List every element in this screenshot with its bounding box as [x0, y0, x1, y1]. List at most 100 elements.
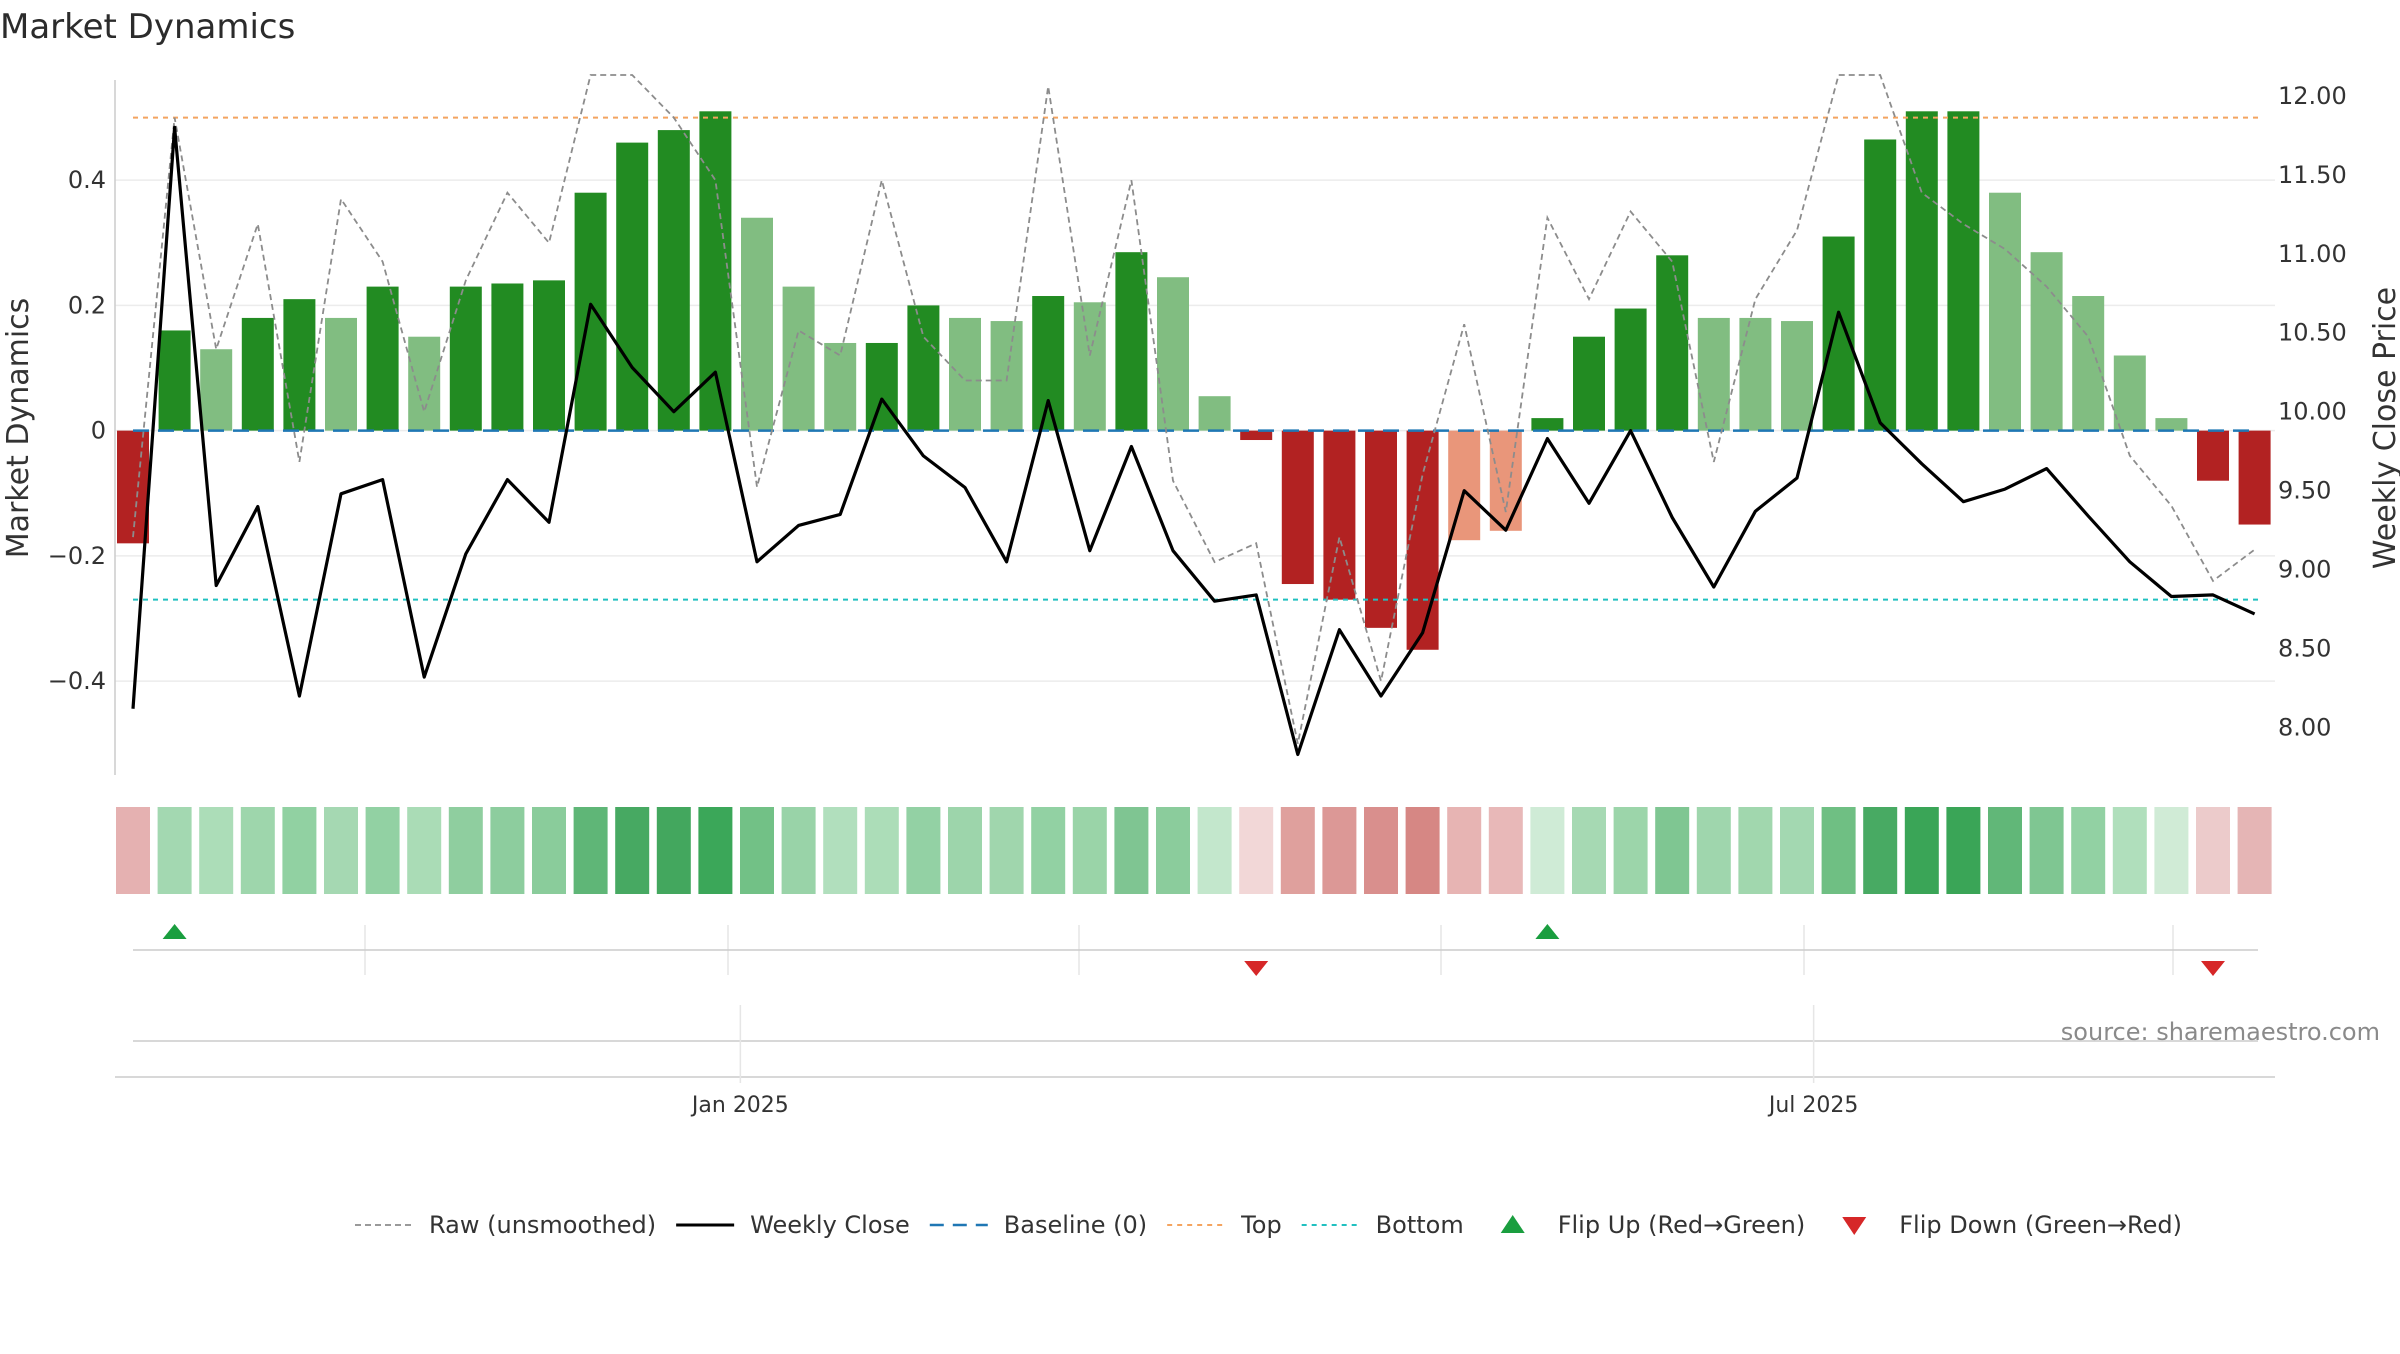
y-right-axis-label: Weekly Close Price	[2368, 287, 2400, 569]
strip-cell-46	[2029, 807, 2064, 894]
strip-cell-30	[1364, 807, 1398, 894]
bar-15	[741, 217, 773, 431]
bar-40	[1781, 321, 1813, 431]
legend-label-6: Flip Down (Green→Red)	[1899, 1211, 2182, 1239]
bar-47	[2072, 296, 2105, 431]
y-right-tick-label: 8.50	[2278, 635, 2331, 663]
flip-down-marker	[2201, 961, 2225, 976]
bar-7	[408, 336, 441, 431]
strip-cell-2	[199, 807, 234, 894]
legend-label-4: Bottom	[1376, 1211, 1464, 1239]
strip-cell-21	[989, 807, 1024, 894]
strip-cell-49	[2154, 807, 2189, 894]
bar-4	[283, 299, 316, 431]
strip-cell-48	[2112, 807, 2147, 894]
bars-layer	[117, 111, 2271, 650]
y-left-tick-label: −0.4	[48, 667, 106, 695]
strip-cell-27	[1239, 807, 1274, 894]
bar-28	[1281, 430, 1314, 585]
bar-18	[865, 342, 898, 431]
bar-6	[366, 286, 399, 431]
bar-22	[1032, 296, 1065, 431]
strip-cell-12	[615, 807, 650, 894]
y-right-tick-label: 11.00	[2278, 240, 2347, 268]
strip-cell-37	[1655, 807, 1690, 894]
strip-cell-1	[157, 807, 192, 894]
bar-36	[1614, 308, 1647, 431]
strip-cell-23	[1072, 807, 1107, 894]
strip-cell-24	[1114, 807, 1149, 894]
strip-cell-10	[532, 807, 566, 894]
strip-cell-3	[240, 807, 275, 894]
chart-title: Market Dynamics	[0, 7, 295, 47]
legend-label-3: Top	[1240, 1211, 1282, 1239]
legend-swatch-6	[1842, 1217, 1867, 1235]
legend-swatch-5	[1500, 1215, 1525, 1233]
bar-0	[117, 430, 149, 544]
strip-cell-7	[407, 807, 442, 894]
ticks-layer: −0.4 −0.2 0 0.2 0.4 8.00 8.50 9.00 9.50 10.00 10.5…	[48, 82, 2347, 742]
bar-25	[1157, 277, 1189, 431]
strip-cell-29	[1322, 807, 1357, 894]
strip-cell-13	[656, 807, 691, 894]
x-tick-label: Jul 2025	[1767, 1093, 1859, 1118]
bar-17	[824, 342, 857, 431]
bar-43	[1905, 111, 1938, 431]
legend-label-5: Flip Up (Red→Green)	[1558, 1211, 1806, 1239]
bar-33	[1489, 430, 1522, 531]
bar-51	[2238, 430, 2271, 525]
date-axis-panel: Jan 2025 Jul 2025	[115, 1005, 2275, 1118]
bar-1	[158, 330, 191, 431]
strip-cell-41	[1821, 807, 1856, 894]
y-left-axis-label: Market Dynamics	[1, 298, 36, 559]
strip-cell-50	[2196, 807, 2230, 894]
flip-markers-panel	[133, 924, 2258, 976]
y-right-tick-label: 11.50	[2278, 161, 2347, 189]
bar-37	[1656, 255, 1689, 431]
strip-cell-16	[781, 807, 816, 894]
bar-30	[1365, 430, 1397, 628]
strip-cell-40	[1780, 807, 1814, 894]
bar-35	[1573, 336, 1605, 431]
strip-cell-15	[740, 807, 774, 894]
strip-cell-18	[864, 807, 899, 894]
raw-unsmoothed-line	[132, 74, 2256, 744]
strip-cell-4	[282, 807, 317, 894]
bar-38	[1697, 317, 1730, 431]
y-left-tick-label: 0.2	[68, 291, 106, 319]
strip-cell-25	[1156, 807, 1190, 894]
y-right-tick-label: 9.00	[2278, 556, 2331, 584]
strip-cell-31	[1405, 807, 1440, 894]
x-tick-label: Jan 2025	[690, 1093, 789, 1118]
weekly-close-line	[131, 125, 2256, 757]
bar-3	[241, 317, 274, 431]
bar-20	[949, 317, 981, 431]
strip-cell-5	[324, 807, 358, 894]
y-right-tick-label: 9.50	[2278, 477, 2331, 505]
bar-34	[1531, 418, 1564, 431]
strip-cell-47	[2071, 807, 2106, 894]
bar-45	[1989, 192, 2021, 431]
strip-cell-8	[448, 807, 483, 894]
bar-2	[200, 349, 233, 431]
bar-27	[1240, 430, 1273, 441]
strip-cell-33	[1488, 807, 1523, 894]
bar-23	[1073, 302, 1106, 431]
bar-50	[2197, 430, 2229, 481]
strip-cell-17	[823, 807, 858, 894]
y-right-tick-label: 12.00	[2278, 82, 2347, 110]
strip-cell-43	[1904, 807, 1939, 894]
bar-49	[2155, 418, 2188, 431]
strip-cell-42	[1863, 807, 1898, 894]
legend-label-0: Raw (unsmoothed)	[429, 1211, 656, 1239]
bar-8	[449, 286, 482, 431]
bar-44	[1947, 111, 1980, 431]
strip-cell-36	[1613, 807, 1648, 894]
strip-cell-20	[948, 807, 982, 894]
strip-cell-22	[1031, 807, 1066, 894]
legend-label-2: Baseline (0)	[1004, 1211, 1147, 1239]
strip-cell-35	[1572, 807, 1606, 894]
strip-cell-34	[1530, 807, 1565, 894]
bar-31	[1406, 430, 1439, 650]
